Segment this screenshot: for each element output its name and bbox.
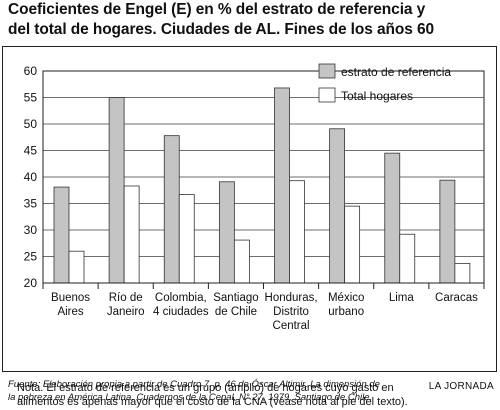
bar-estrato-referencia-2 (163, 135, 180, 284)
chart-note-line-2: alimentos es apenas mayor que el costo d… (17, 396, 408, 408)
chart-title-line-2: del total de hogares. Ciudades de AL. Fi… (8, 21, 435, 38)
y-tick-label-35: 35 (24, 197, 38, 211)
category-label-0-0: Buenos (51, 292, 90, 304)
bar-total-hogares-5 (344, 205, 361, 284)
publisher-brand: LA JORNADA (428, 381, 494, 392)
category-label-5-0: México (328, 292, 364, 304)
bar-total-hogares-1 (123, 185, 140, 284)
bar-total-hogares-7 (454, 262, 471, 284)
bar-total-hogares-6 (399, 233, 416, 284)
category-label-3-0: Santiago (213, 292, 258, 304)
bar-estrato-referencia-0 (53, 186, 70, 284)
chart-title: Coeficientes de Engel (E) en % del estra… (8, 0, 498, 40)
legend-swatch-total-hogares (318, 87, 336, 103)
category-label-4-0: Honduras, (265, 292, 318, 304)
y-tick-label-40: 40 (24, 170, 38, 184)
y-tick-label-60: 60 (24, 64, 38, 78)
category-label-1-1: Janeiro (107, 306, 145, 318)
category-label-0-1: Aires (57, 306, 83, 318)
bar-estrato-referencia-1 (108, 97, 125, 284)
bar-estrato-referencia-5 (329, 128, 346, 284)
legend-label-total-hogares: Total hogares (341, 89, 413, 103)
legend-label-estrato-referencia: estrato de referencia (341, 65, 451, 79)
y-tick-label-45: 45 (24, 144, 38, 158)
bar-total-hogares-0 (68, 250, 85, 284)
chart-note-line-1: Nota. El estrato de referencia es un gru… (17, 382, 394, 394)
bar-estrato-referencia-6 (384, 152, 401, 284)
source-note-line-1: Fuente: Elaboración propia a partir de C… (8, 379, 380, 390)
y-tick-label-25: 25 (24, 250, 38, 264)
category-label-5-1: urbano (328, 306, 364, 318)
category-label-4-1: Distrito (273, 306, 309, 318)
category-label-3-1: de Chile (215, 306, 257, 318)
chart-panel: 20 25 30 35 40 45 50 55 60 Buenos Aires Río de Janei… (2, 46, 497, 408)
category-label-6-0: Lima (389, 292, 415, 304)
chart-title-line-1: Coeficientes de Engel (E) en % del estra… (8, 1, 426, 18)
category-label-7-0: Caracas (435, 292, 478, 304)
engel-bar-chart: 20 25 30 35 40 45 50 55 60 Buenos Aires Río de Janei… (24, 63, 485, 332)
y-tick-label-20: 20 (24, 276, 38, 290)
chart-note: Nota. El estrato de referencia es un gru… (17, 381, 487, 409)
bar-estrato-referencia-7 (439, 179, 456, 284)
bar-total-hogares-3 (233, 239, 250, 284)
bar-estrato-referencia-4 (274, 87, 290, 284)
bar-total-hogares-2 (178, 194, 195, 284)
plot-frame (42, 70, 485, 284)
y-tick-label-50: 50 (24, 117, 38, 131)
y-tick-label-55: 55 (24, 91, 38, 105)
category-label-4-2: Central (273, 320, 310, 332)
category-label-2-0: Colombia, (155, 292, 207, 304)
y-tick-label-30: 30 (24, 223, 38, 237)
category-label-2-1: 4 ciudades (153, 306, 209, 318)
source-note-line-2: la pobreza en América Latina, Cuadernos … (8, 392, 373, 403)
source-note: Fuente: Elaboración propia a partir de C… (8, 378, 408, 404)
bar-estrato-referencia-3 (218, 181, 235, 284)
category-label-1-0: Río de (109, 292, 143, 304)
bar-total-hogares-4 (289, 180, 305, 284)
legend-swatch-estrato-referencia (318, 63, 336, 79)
